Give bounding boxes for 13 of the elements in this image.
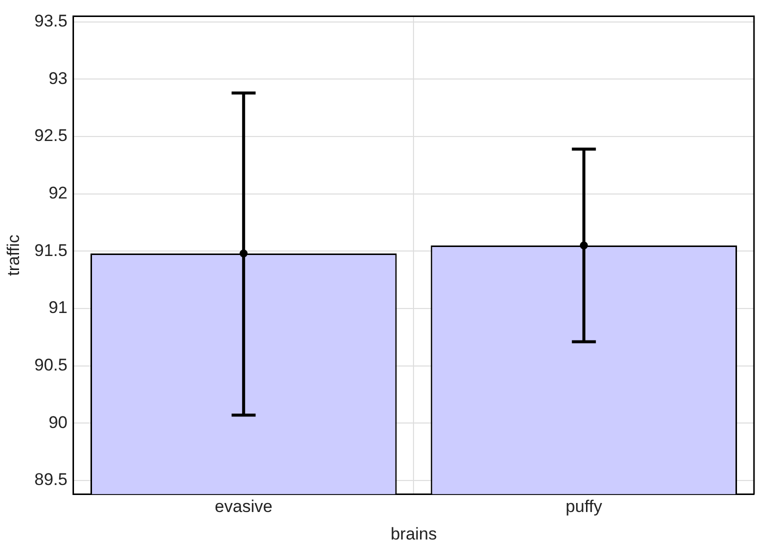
y-tick-label: 91: [48, 298, 68, 318]
y-tick-label: 91.5: [34, 240, 68, 260]
y-tick-label: 92: [48, 184, 68, 203]
y-tick-label: 92.5: [34, 126, 68, 146]
x-tick-label: puffy: [566, 497, 603, 516]
x-axis-title: brains: [390, 524, 437, 544]
y-tick-label: 90: [48, 412, 68, 432]
y-tick-label: 89.5: [34, 470, 68, 490]
y-tick-label: 90.5: [34, 356, 68, 375]
y-axis-title: traffic: [4, 234, 23, 276]
x-tick-label: evasive: [214, 497, 272, 516]
y-tick-label: 93.5: [34, 12, 68, 31]
y-tick-label: 93: [48, 68, 68, 88]
